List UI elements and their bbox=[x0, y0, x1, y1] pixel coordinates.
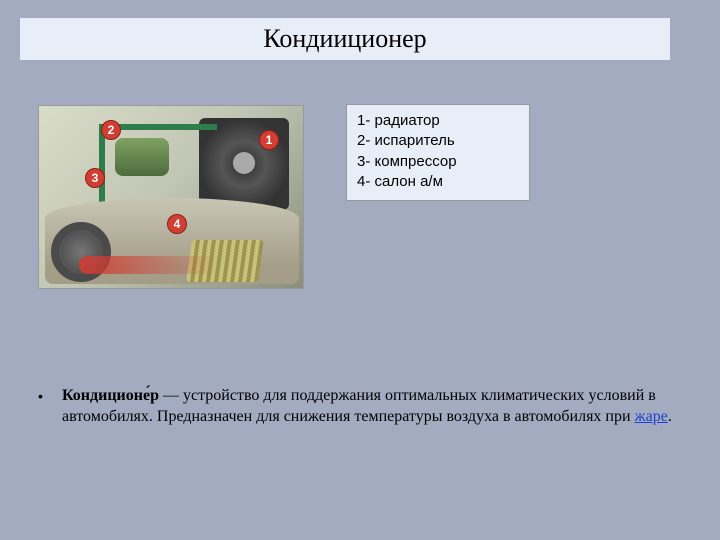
airflow-arrow-shape bbox=[79, 256, 219, 274]
legend-label: испаритель bbox=[375, 132, 455, 149]
ac-diagram: 1 2 3 4 bbox=[38, 105, 304, 289]
def-text-2: . bbox=[668, 408, 672, 425]
title-bar: Кондииционер bbox=[20, 18, 670, 60]
legend-item: 4- салон а/м bbox=[357, 172, 519, 192]
legend-label: компрессор bbox=[375, 153, 457, 170]
page-title: Кондииционер bbox=[263, 24, 426, 54]
body-paragraph: • Кондиционе́р — устройство для поддержа… bbox=[38, 386, 674, 428]
fan-hub-shape bbox=[233, 152, 255, 174]
compressor-shape bbox=[115, 138, 169, 176]
bullet-icon: • bbox=[38, 386, 62, 428]
dash: — bbox=[159, 387, 183, 404]
legend-num: 4 bbox=[357, 173, 365, 190]
legend-box: 1- радиатор 2- испаритель 3- компрессор … bbox=[346, 104, 530, 201]
legend-label: салон а/м bbox=[375, 173, 443, 190]
diagram-marker-4: 4 bbox=[167, 214, 187, 234]
diagram-marker-3: 3 bbox=[85, 168, 105, 188]
legend-num: 2 bbox=[357, 132, 365, 149]
legend-num: 3 bbox=[357, 153, 365, 170]
heat-link[interactable]: жаре bbox=[635, 408, 668, 425]
legend-num: 1 bbox=[357, 112, 365, 129]
legend-item: 2- испаритель bbox=[357, 131, 519, 151]
legend-item: 1- радиатор bbox=[357, 111, 519, 131]
diagram-marker-2: 2 bbox=[101, 120, 121, 140]
diagram-marker-1: 1 bbox=[259, 130, 279, 150]
definition-text: Кондиционе́р — устройство для поддержани… bbox=[62, 386, 674, 428]
legend-label: радиатор bbox=[375, 112, 440, 129]
legend-item: 3- компрессор bbox=[357, 152, 519, 172]
term: Кондиционе́р bbox=[62, 387, 159, 404]
